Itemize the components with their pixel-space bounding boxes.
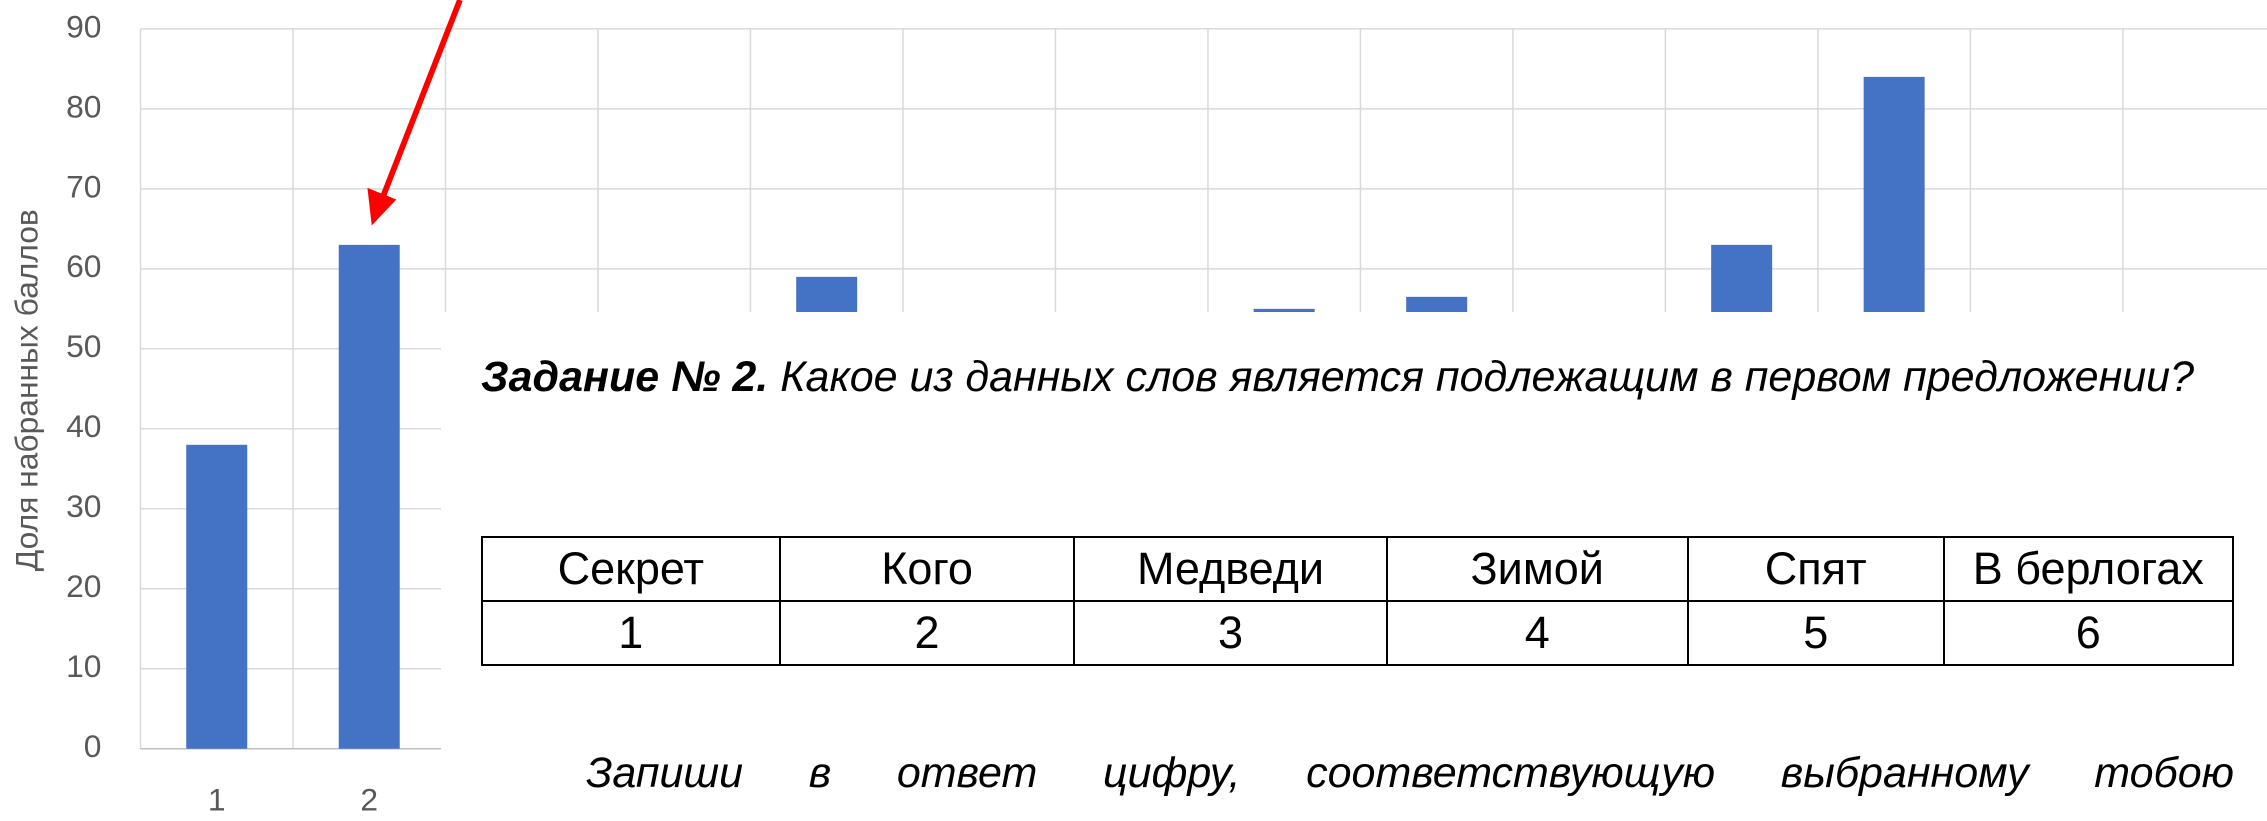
table-cell: 6 — [1942, 600, 2235, 666]
table-cell: Медведи — [1073, 536, 1388, 602]
task-panel: Задание № 2. Какое из данных слов являет… — [441, 312, 2267, 821]
table-cell: В берлогах — [1942, 536, 2235, 602]
x-tick-label: 1 — [208, 782, 226, 818]
task-text: Задание № 2. Какое из данных слов являет… — [481, 344, 2234, 410]
bar — [338, 244, 400, 749]
y-tick-label: 70 — [66, 168, 101, 204]
y-tick-label: 20 — [66, 568, 101, 604]
y-tick-label: 0 — [84, 728, 102, 764]
y-tick-label: 90 — [66, 8, 101, 44]
y-axis-label: Доля набранных баллов — [9, 209, 45, 571]
table-cell: 5 — [1686, 600, 1945, 666]
table-cell: Спят — [1686, 536, 1945, 602]
y-tick-label: 80 — [66, 88, 101, 124]
x-tick-label: 2 — [360, 782, 378, 818]
task-heading: Задание № 2. — [481, 353, 769, 401]
table-row: Секрет Кого Медведи Зимой Спят В берлогах — [481, 536, 2235, 602]
table-cell: Кого — [778, 536, 1076, 602]
y-tick-label: 10 — [66, 648, 101, 684]
y-tick-label: 50 — [66, 328, 101, 364]
y-tick-label: 30 — [66, 488, 101, 524]
table-cell: 1 — [481, 600, 781, 666]
y-tick-label: 40 — [66, 408, 101, 444]
bar — [186, 444, 248, 749]
y-tick-label: 60 — [66, 248, 101, 284]
table-cell: Секрет — [481, 536, 781, 602]
answer-table: Секрет Кого Медведи Зимой Спят В берлогах 1 2 3 4… — [481, 536, 2235, 666]
table-cell: 3 — [1073, 600, 1388, 666]
table-cell: Зимой — [1385, 536, 1689, 602]
instruction: Запиши в ответ цифру, соответствующую вы… — [586, 749, 2234, 797]
task-question: Какое из данных слов является подлежащим… — [780, 353, 2195, 401]
table-cell: 4 — [1385, 600, 1689, 666]
table-cell: 2 — [778, 600, 1076, 666]
